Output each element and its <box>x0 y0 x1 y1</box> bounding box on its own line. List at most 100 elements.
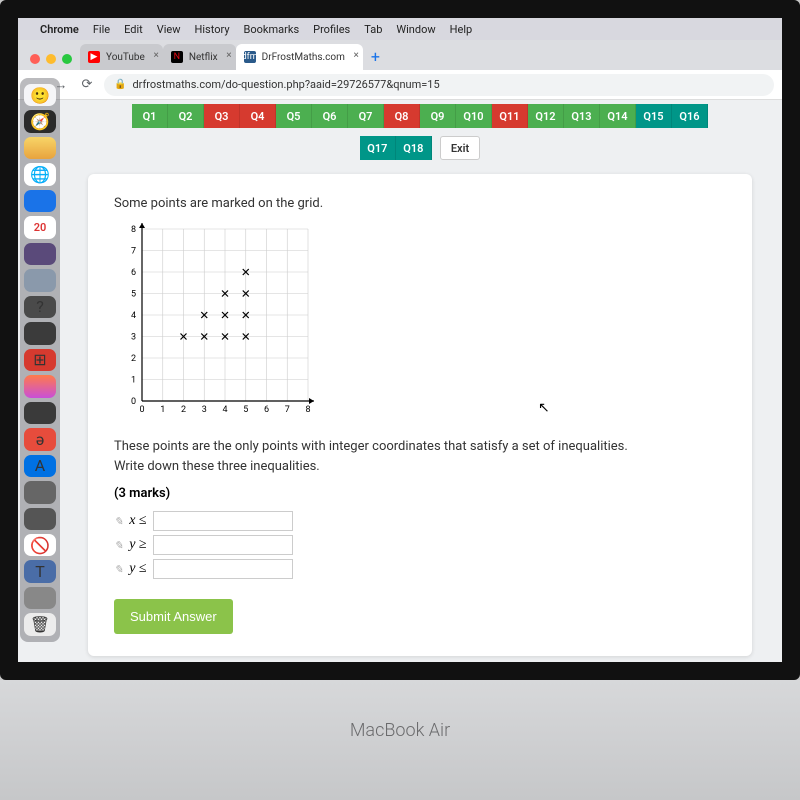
dock-app-icon[interactable] <box>24 375 56 397</box>
question-nav-button[interactable]: Q3 <box>204 104 240 128</box>
address-bar[interactable]: 🔒 drfrostmaths.com/do-question.php?aaid=… <box>104 74 774 96</box>
close-tab-icon[interactable]: × <box>354 50 359 61</box>
minimize-window-icon[interactable] <box>46 54 56 64</box>
dock-app-icon[interactable]: ⊞ <box>24 349 56 371</box>
dock-app-icon[interactable]: 🧭 <box>24 110 56 132</box>
svg-text:4: 4 <box>131 311 136 321</box>
tab-favicon-icon: N <box>171 51 183 63</box>
question-nav-button[interactable]: Q13 <box>564 104 600 128</box>
menu-edit[interactable]: Edit <box>124 23 143 36</box>
question-nav-button[interactable]: Q10 <box>456 104 492 128</box>
question-nav-button[interactable]: Q14 <box>600 104 636 128</box>
menu-help[interactable]: Help <box>450 23 473 36</box>
lock-icon: 🔒 <box>114 79 126 90</box>
url-text: drfrostmaths.com/do-question.php?aaid=29… <box>132 78 439 91</box>
question-nav-button[interactable]: Q9 <box>420 104 456 128</box>
dock-app-icon[interactable]: 🙂 <box>24 84 56 106</box>
answer-input[interactable] <box>153 511 293 531</box>
menu-window[interactable]: Window <box>396 23 435 36</box>
answer-row: ✎ y ≥ <box>114 535 726 555</box>
dock-app-icon[interactable] <box>24 481 56 503</box>
menu-view[interactable]: View <box>157 23 181 36</box>
svg-text:6: 6 <box>264 405 269 415</box>
svg-text:4: 4 <box>222 405 227 415</box>
question-nav-button[interactable]: Q2 <box>168 104 204 128</box>
dock-app-icon[interactable]: ? <box>24 296 56 318</box>
question-nav-button[interactable]: Q11 <box>492 104 528 128</box>
question-nav-button[interactable]: Q17 <box>360 136 396 160</box>
browser-tab[interactable]: N Netflix × <box>163 44 236 70</box>
menu-profiles[interactable]: Profiles <box>313 23 350 36</box>
question-nav-button[interactable]: Q15 <box>636 104 672 128</box>
question-nav-button[interactable]: Q12 <box>528 104 564 128</box>
answer-lhs: y ≥ <box>129 537 146 553</box>
svg-text:0: 0 <box>139 405 144 415</box>
browser-tab[interactable]: dfmDrFrostMaths.com× <box>236 44 363 70</box>
maximize-window-icon[interactable] <box>62 54 72 64</box>
tab-favicon-icon: ▶ <box>88 51 100 63</box>
answer-lhs: y ≤ <box>129 561 146 577</box>
close-window-icon[interactable] <box>30 54 40 64</box>
dock-app-icon[interactable]: 🌐 <box>24 163 56 185</box>
svg-text:0: 0 <box>131 397 136 407</box>
dock-app-icon[interactable] <box>24 243 56 265</box>
question-card: Some points are marked on the grid. 0123… <box>88 174 752 656</box>
question-nav-button[interactable]: Q18 <box>396 136 432 160</box>
reload-icon[interactable]: ⟳ <box>78 77 96 92</box>
submit-button[interactable]: Submit Answer <box>114 599 233 634</box>
dock-app-icon[interactable]: 20 <box>24 216 56 238</box>
close-tab-icon[interactable]: × <box>226 50 231 61</box>
pencil-icon: ✎ <box>114 539 123 552</box>
dock-app-icon[interactable] <box>24 190 56 212</box>
question-nav-button[interactable]: Q16 <box>672 104 708 128</box>
macos-dock: 🙂 🧭 🌐 20? ⊞ əA 🚫 T 🗑 <box>20 78 60 642</box>
answer-inputs: ✎x ≤ ✎ y ≥ ✎ y ≤ <box>114 511 726 579</box>
dock-app-icon[interactable]: T <box>24 560 56 582</box>
answer-lhs: x ≤ <box>129 513 146 529</box>
marks-label: (3 marks) <box>114 486 726 501</box>
question-nav-button[interactable]: Q5 <box>276 104 312 128</box>
dock-app-icon[interactable] <box>24 137 56 159</box>
dock-app-icon[interactable]: 🗑 <box>24 613 56 635</box>
grid-chart: 012345678012345678xy <box>114 223 314 423</box>
svg-text:3: 3 <box>131 333 136 343</box>
laptop-model-label: MacBook Air <box>350 720 450 741</box>
exit-button[interactable]: Exit <box>440 136 480 160</box>
dock-app-icon[interactable] <box>24 402 56 424</box>
chrome-toolbar: ← → ⟳ 🔒 drfrostmaths.com/do-question.php… <box>18 70 782 100</box>
question-nav-button[interactable]: Q7 <box>348 104 384 128</box>
dock-app-icon[interactable]: 🚫 <box>24 534 56 556</box>
chrome-tabstrip: ▶YouTube×NNetflix×dfmDrFrostMaths.com× + <box>18 40 782 70</box>
answer-input[interactable] <box>153 535 293 555</box>
question-nav-button[interactable]: Q1 <box>132 104 168 128</box>
svg-text:8: 8 <box>131 225 136 235</box>
svg-text:1: 1 <box>131 376 136 386</box>
tab-label: YouTube <box>106 52 145 63</box>
new-tab-button[interactable]: + <box>363 47 388 70</box>
dock-app-icon[interactable] <box>24 587 56 609</box>
answer-row: ✎ y ≤ <box>114 559 726 579</box>
dock-app-icon[interactable] <box>24 269 56 291</box>
question-nav-button[interactable]: Q8 <box>384 104 420 128</box>
menu-bookmarks[interactable]: Bookmarks <box>244 23 300 36</box>
mouse-cursor-icon: ↖ <box>538 400 550 416</box>
close-tab-icon[interactable]: × <box>154 50 159 61</box>
browser-tab[interactable]: ▶ YouTube × <box>80 44 163 70</box>
dock-app-icon[interactable] <box>24 322 56 344</box>
question-nav-row2: Q17Q18 Exit <box>58 132 782 164</box>
answer-row: ✎x ≤ <box>114 511 726 531</box>
menubar-app-name[interactable]: Chrome <box>40 23 79 36</box>
menu-tab[interactable]: Tab <box>364 23 382 36</box>
menu-history[interactable]: History <box>195 23 230 36</box>
pencil-icon: ✎ <box>114 563 123 576</box>
dock-app-icon[interactable] <box>24 508 56 530</box>
page-content: Q1Q2Q3Q4Q5Q6Q7Q8Q9Q10Q11Q12Q13Q14Q15Q16 … <box>18 100 782 662</box>
window-controls <box>26 54 80 70</box>
dock-app-icon[interactable]: A <box>24 455 56 477</box>
tab-label: Netflix <box>189 52 218 63</box>
question-nav-button[interactable]: Q6 <box>312 104 348 128</box>
answer-input[interactable] <box>153 559 293 579</box>
menu-file[interactable]: File <box>93 23 110 36</box>
question-nav-button[interactable]: Q4 <box>240 104 276 128</box>
dock-app-icon[interactable]: ə <box>24 428 56 450</box>
